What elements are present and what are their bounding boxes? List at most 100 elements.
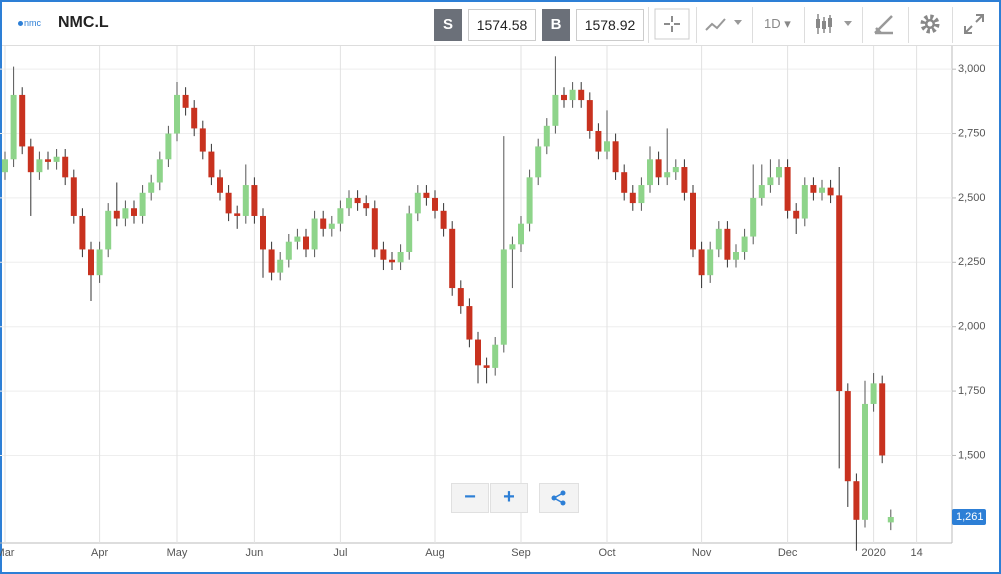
- candle-body: [242, 185, 249, 216]
- y-tick-label: 1,500: [958, 449, 986, 461]
- candle-body: [165, 133, 172, 160]
- candle-body: [199, 128, 206, 152]
- draw-button[interactable]: [872, 12, 898, 36]
- candle-body: [363, 203, 370, 209]
- candle-body: [346, 197, 352, 209]
- candle-body: [122, 208, 129, 219]
- candle-body: [96, 249, 103, 276]
- candle-body: [53, 156, 60, 162]
- candle-body: [483, 365, 490, 368]
- candle-body: [328, 223, 335, 229]
- y-tick-label: 2,000: [958, 321, 986, 333]
- candle-body: [810, 185, 817, 193]
- interval-button[interactable]: 1D ▾: [764, 16, 791, 31]
- y-tick-label: 1,750: [958, 385, 986, 397]
- candle-body: [836, 195, 843, 392]
- candle-body: [88, 249, 94, 276]
- y-tick-label: 3,000: [958, 63, 986, 75]
- settings-button[interactable]: [918, 12, 942, 36]
- candle-body: [311, 218, 318, 250]
- candle-body: [647, 159, 653, 186]
- candle-body: [887, 516, 894, 523]
- candle-body: [217, 177, 223, 193]
- candle-body: [707, 249, 714, 276]
- candle-body: [449, 228, 456, 289]
- candle-body: [526, 177, 533, 224]
- x-tick-label: 14: [910, 547, 922, 559]
- candle-body: [750, 197, 757, 237]
- x-tick-label: Oct: [598, 547, 615, 559]
- x-tick-label: Jun: [246, 547, 264, 559]
- candle-body: [191, 107, 198, 129]
- candle-body: [758, 185, 765, 198]
- crosshair-button[interactable]: [654, 8, 690, 40]
- divider: [696, 7, 697, 43]
- divider: [648, 7, 649, 43]
- candle-body: [879, 383, 886, 456]
- candle-body: [294, 236, 301, 242]
- candle-body: [380, 249, 387, 260]
- x-tick-label: Mar: [0, 547, 15, 559]
- y-tick-label: 2,250: [958, 256, 986, 268]
- chart-type-button[interactable]: [704, 14, 744, 34]
- x-tick-label: Nov: [692, 547, 712, 559]
- candle-body: [70, 177, 77, 216]
- zoom-in[interactable]: +: [490, 483, 528, 513]
- candle-body: [457, 288, 464, 307]
- candle-body: [698, 249, 705, 276]
- candle-body: [509, 244, 516, 250]
- candle-body: [251, 185, 258, 216]
- logo: nmc: [18, 15, 48, 31]
- x-tick-label: Apr: [91, 547, 108, 559]
- divider: [952, 7, 953, 43]
- candle-body: [260, 215, 266, 250]
- candle-body: [595, 130, 602, 152]
- x-tick-label: May: [167, 547, 188, 559]
- logo-text: nmc: [24, 18, 42, 28]
- candle-body: [638, 185, 645, 204]
- chart: 1,500 1,750 2,000 2,250 2,500 2,750 3,000 Mar Ap…: [0, 46, 986, 559]
- indicator-button[interactable]: [814, 12, 858, 36]
- candle-body: [543, 125, 550, 147]
- candle-body: [561, 94, 567, 101]
- candle-body: [36, 159, 43, 173]
- candle-body: [681, 167, 688, 193]
- candle-body: [827, 187, 834, 196]
- divider: [752, 7, 753, 43]
- candle-body: [784, 167, 791, 211]
- candle-body: [156, 159, 163, 183]
- candle-body: [776, 167, 782, 178]
- candle-body: [672, 167, 679, 173]
- candle-body: [277, 259, 284, 273]
- candle-body: [819, 187, 825, 193]
- fullscreen-button[interactable]: [962, 12, 986, 36]
- candle-body: [10, 94, 17, 160]
- y-tick-label: 2,750: [958, 127, 986, 139]
- candle-body: [182, 94, 189, 108]
- buy-button[interactable]: B: [542, 9, 570, 41]
- toolbar: nmc NMC.L S 1574.58 B 1578.92 1D ▾: [2, 2, 999, 46]
- candle-body: [105, 210, 112, 250]
- sell-button[interactable]: S: [434, 9, 462, 41]
- candle-body: [432, 197, 438, 211]
- interval: 1D: [764, 16, 781, 31]
- share[interactable]: [539, 483, 579, 513]
- candle-body: [715, 228, 722, 250]
- candle-body: [414, 192, 421, 214]
- candle-body: [225, 192, 232, 214]
- last-price-tag: [952, 508, 986, 525]
- candle-body: [629, 192, 636, 204]
- candle-body: [174, 94, 180, 134]
- x-tick-label: Jul: [333, 547, 347, 559]
- candle-body: [518, 223, 524, 245]
- zoom-out[interactable]: −: [451, 483, 489, 513]
- candle-body: [862, 403, 868, 520]
- candle-body: [440, 210, 447, 229]
- sell-price: 1574.58: [468, 9, 536, 41]
- candle-body: [148, 182, 155, 193]
- candle-body: [724, 228, 731, 260]
- candle-body: [234, 213, 241, 216]
- candle-body: [655, 159, 662, 178]
- divider: [908, 7, 909, 43]
